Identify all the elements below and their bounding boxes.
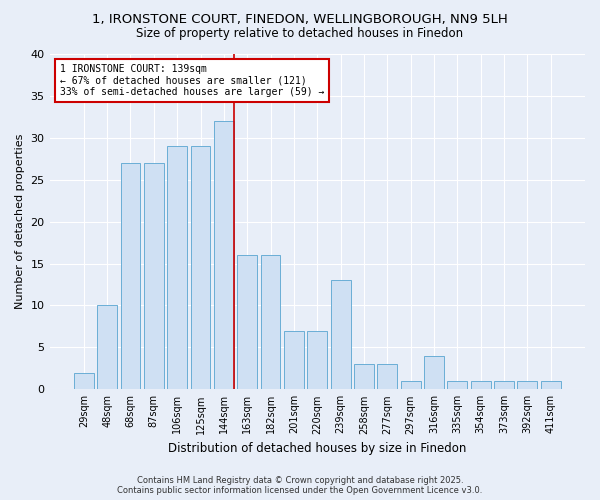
Bar	[424, 356, 444, 390]
Text: 1 IRONSTONE COURT: 139sqm
← 67% of detached houses are smaller (121)
33% of semi: 1 IRONSTONE COURT: 139sqm ← 67% of detac…	[60, 64, 325, 98]
Bar	[121, 163, 140, 390]
Bar	[494, 381, 514, 390]
Bar	[377, 364, 397, 390]
Bar	[214, 121, 234, 390]
Bar	[401, 381, 421, 390]
Bar	[517, 381, 538, 390]
Text: Contains HM Land Registry data © Crown copyright and database right 2025.
Contai: Contains HM Land Registry data © Crown c…	[118, 476, 482, 495]
Bar	[284, 330, 304, 390]
Bar	[448, 381, 467, 390]
X-axis label: Distribution of detached houses by size in Finedon: Distribution of detached houses by size …	[168, 442, 466, 455]
Text: 1, IRONSTONE COURT, FINEDON, WELLINGBOROUGH, NN9 5LH: 1, IRONSTONE COURT, FINEDON, WELLINGBORO…	[92, 12, 508, 26]
Bar	[541, 381, 560, 390]
Bar	[354, 364, 374, 390]
Text: Size of property relative to detached houses in Finedon: Size of property relative to detached ho…	[136, 28, 464, 40]
Bar	[167, 146, 187, 390]
Bar	[191, 146, 211, 390]
Bar	[238, 255, 257, 390]
Bar	[331, 280, 350, 390]
Bar	[74, 372, 94, 390]
Bar	[144, 163, 164, 390]
Bar	[307, 330, 327, 390]
Bar	[471, 381, 491, 390]
Bar	[260, 255, 280, 390]
Y-axis label: Number of detached properties: Number of detached properties	[15, 134, 25, 310]
Bar	[97, 306, 117, 390]
